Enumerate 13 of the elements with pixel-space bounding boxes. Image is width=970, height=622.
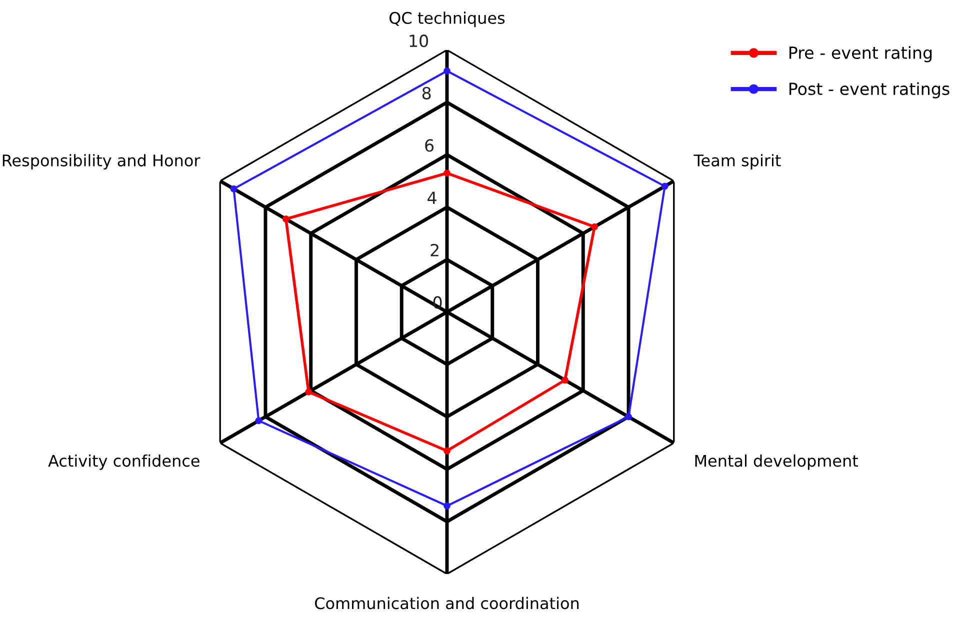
y-tick-label: 10 — [410, 34, 428, 48]
spoke-label: Mental development — [695, 454, 858, 470]
legend-label: Post - event ratings — [789, 82, 950, 98]
y-tick-label: 4 — [428, 192, 436, 204]
y-tick-label: 2 — [430, 244, 438, 256]
spoke-label: Team spirit — [694, 154, 781, 170]
spoke-label: QC techniques — [390, 12, 505, 28]
spoke-label: Responsibility and Honor — [2, 154, 200, 170]
y-tick-label: 8 — [422, 86, 431, 100]
y-tick-label: 6 — [425, 139, 434, 152]
legend-label: Pre - event rating — [789, 46, 932, 62]
spoke-label: Communication and coordination — [315, 596, 579, 610]
spoke-label: Activity confidence — [48, 454, 200, 470]
